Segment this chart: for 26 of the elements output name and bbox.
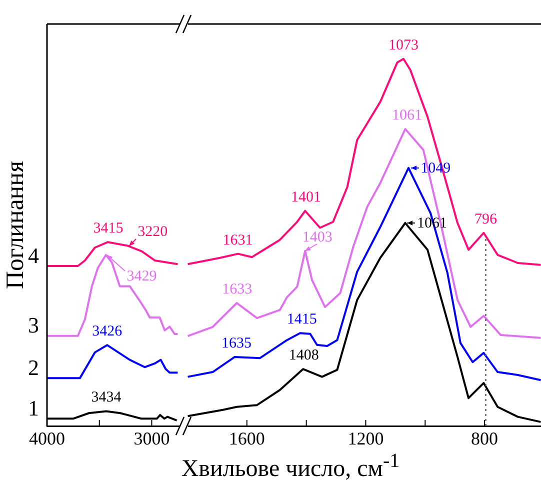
- series-label: 2: [28, 354, 39, 380]
- annotation: 3415: [93, 220, 124, 237]
- x-tick-label: 3000: [134, 428, 170, 449]
- annotation: 1401: [291, 189, 322, 206]
- annotation: 1631: [222, 232, 253, 248]
- annotation: 3220: [138, 224, 168, 240]
- series-label: 4: [28, 242, 39, 268]
- x-tick-label: 1200: [348, 428, 384, 449]
- annotation: 1403: [302, 229, 332, 246]
- annotation: 1635: [222, 335, 252, 352]
- x-tick-label: 800: [471, 428, 498, 449]
- annotation: 3434: [91, 390, 122, 406]
- annotation: 3429: [126, 268, 157, 284]
- x-tick-label: 4000: [29, 428, 65, 449]
- annotation: 1073: [388, 37, 418, 54]
- annotation: 1415: [286, 312, 317, 328]
- annotation: 1633: [222, 281, 252, 298]
- series-label: 3: [28, 312, 39, 338]
- x-tick-label: 1600: [228, 428, 265, 449]
- annotation: 1061: [392, 107, 422, 124]
- annotation: 1408: [288, 348, 319, 364]
- series-label: 1: [28, 395, 39, 420]
- x-axis-title: Хвильове число, см$^{-1}$: [180, 450, 401, 483]
- annotation: 3426: [92, 324, 123, 340]
- y-axis-title: Поглинання: [2, 160, 29, 290]
- annotation: 796: [474, 211, 498, 228]
